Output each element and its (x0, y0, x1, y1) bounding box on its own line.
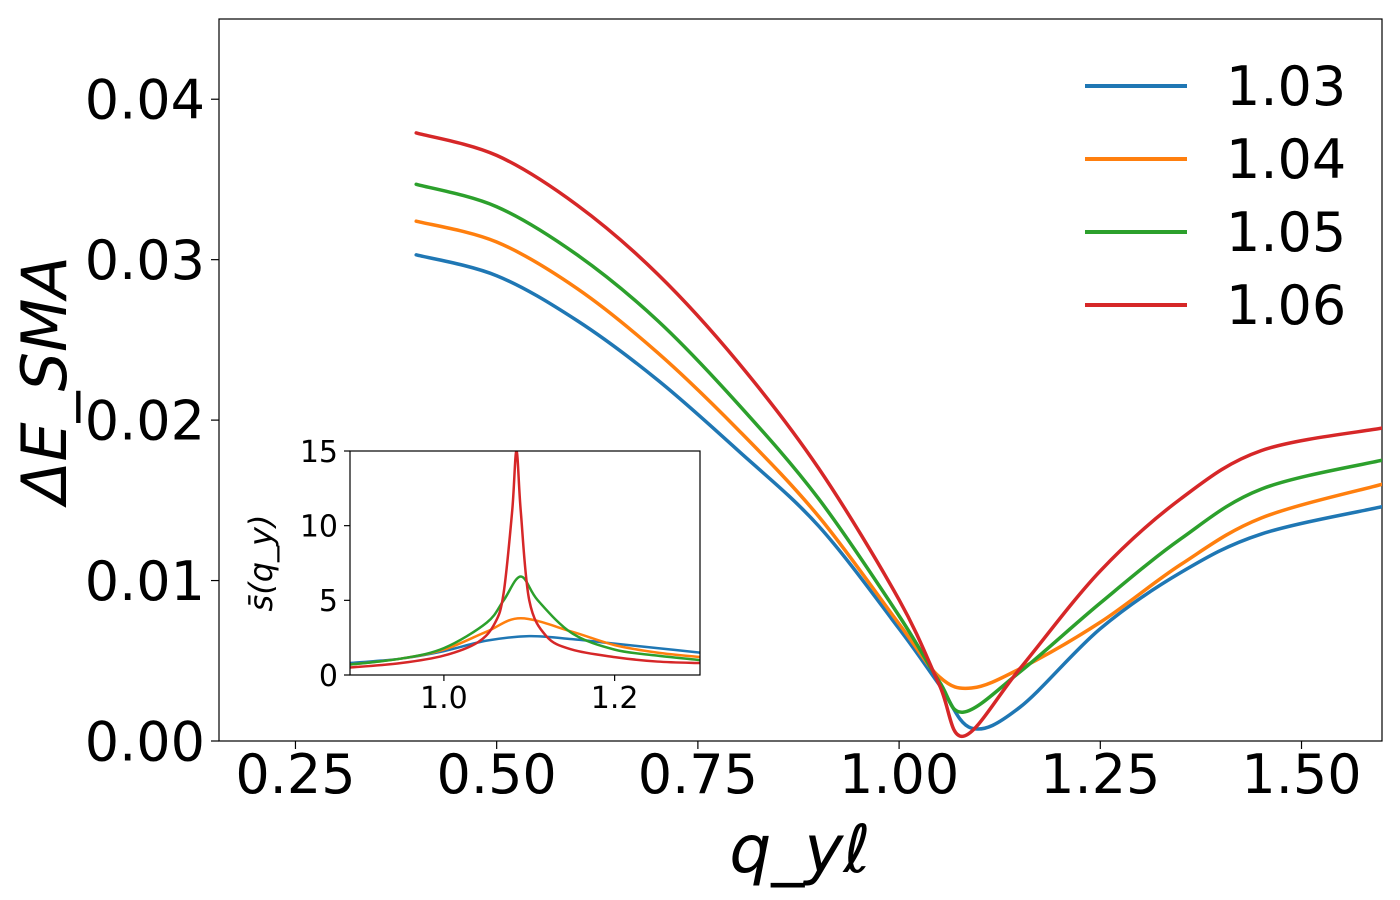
x-axis-title: q_yℓ (729, 811, 870, 888)
main-x-tick-label: 1.50 (1241, 743, 1361, 806)
inset-plot-frame (349, 450, 701, 676)
main-y-tick-label: 0.01 (85, 550, 205, 613)
main-y-tick-label: 0.02 (85, 390, 205, 453)
inset-x-tick-label: 1.0 (420, 681, 468, 716)
main-series-line-1.06 (414, 131, 1382, 738)
y-axis-title: ΔE_SMA (8, 256, 81, 508)
inset-y-tick-label: 0 (319, 659, 338, 694)
main-y-tick-label: 0.04 (85, 69, 205, 132)
main-series-line-1.03 (414, 253, 1382, 731)
main-series-line-1.04 (414, 219, 1382, 691)
legend: 1.03 1.04 1.05 1.06 (1085, 55, 1346, 337)
inset-plot: 1.0 1.2 0 5 10 15 s̄(q_y) (242, 435, 701, 716)
main-plot: 0.25 0.50 0.75 1.00 1.25 1.50 0.000.010.020.0… (85, 18, 1383, 806)
inset-y-axis: 0 5 10 15 (300, 435, 350, 694)
inset-y-tick-label: 10 (300, 509, 338, 544)
inset-x-axis: 1.0 1.2 (420, 675, 638, 716)
inset-series-group (350, 451, 700, 669)
legend-label-1.06: 1.06 (1226, 274, 1346, 337)
legend-label-1.05: 1.05 (1226, 201, 1346, 264)
main-x-tick-label: 1.00 (839, 743, 959, 806)
main-x-tick-label: 0.25 (235, 743, 355, 806)
inset-series-line-1.05 (350, 575, 700, 666)
main-plot-frame (218, 18, 1383, 742)
legend-label-1.04: 1.04 (1226, 128, 1346, 191)
main-x-tick-label: 0.50 (437, 743, 557, 806)
main-x-tick-label: 0.75 (638, 743, 758, 806)
main-clipped-series (414, 131, 1382, 738)
main-y-tick-label: 0.00 (85, 710, 205, 773)
main-series-line-1.05 (414, 182, 1382, 714)
inset-y-axis-title: s̄(q_y) (242, 515, 280, 612)
main-series-group (414, 131, 1382, 738)
main-y-tick-label: 0.03 (85, 229, 205, 292)
main-y-axis: 0.00 0.01 0.02 0.03 0.04 (85, 69, 219, 773)
inset-series-line-1.06 (350, 451, 700, 669)
main-x-axis: 0.25 0.50 0.75 1.00 1.25 1.50 (235, 741, 1362, 806)
inset-clipped-series (350, 451, 700, 669)
inset-x-tick-label: 1.2 (591, 681, 639, 716)
inset-y-tick-label: 5 (319, 584, 338, 619)
inset-y-tick-label: 15 (300, 435, 338, 470)
legend-label-1.03: 1.03 (1226, 55, 1346, 118)
main-x-tick-label: 1.25 (1040, 743, 1160, 806)
